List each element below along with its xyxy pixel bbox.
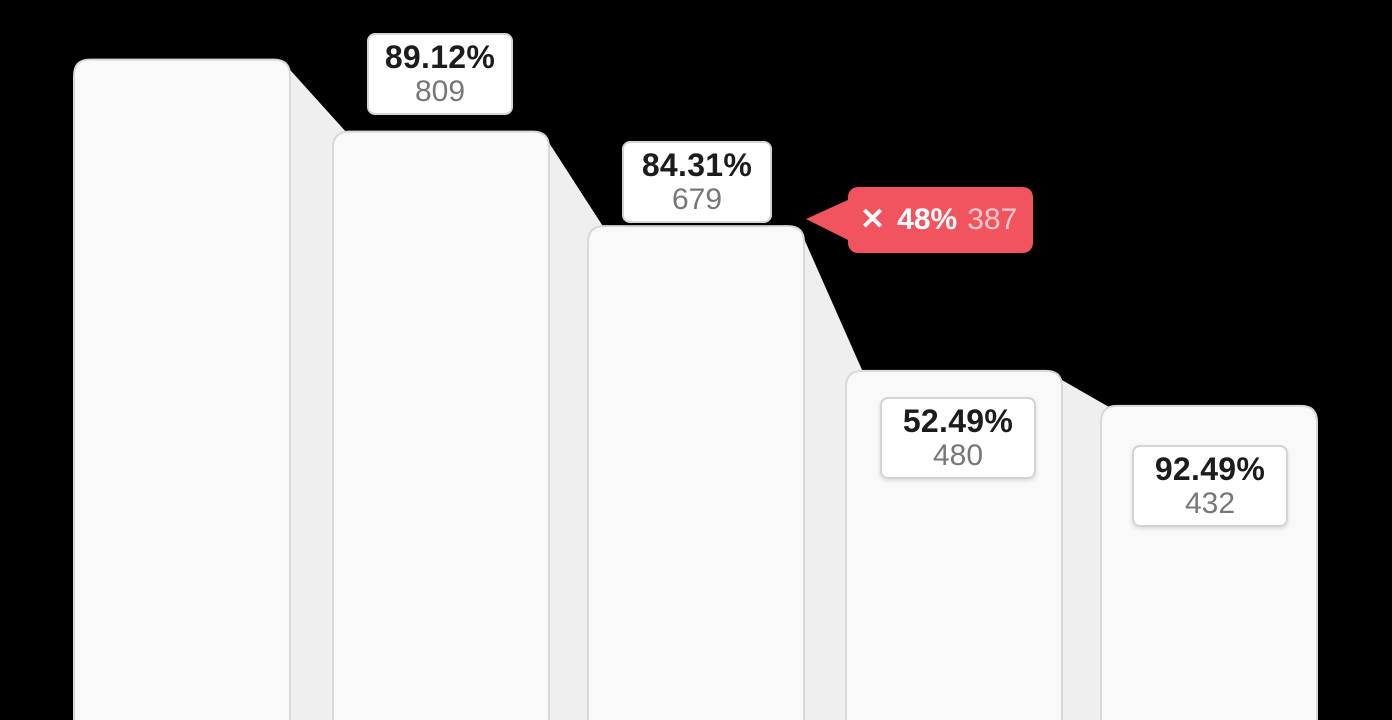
dropoff-pointer <box>806 199 850 241</box>
step-label-5: 92.49% 432 <box>1132 445 1288 527</box>
step-count-2: 809 <box>414 75 466 108</box>
step-label-4: 52.49% 480 <box>880 397 1036 479</box>
dropoff-count: 387 <box>967 203 1018 236</box>
dropoff-badge[interactable]: ✕ 48% 387 <box>848 187 1034 253</box>
dropoff-percent: 48% <box>897 203 958 236</box>
step-count-4: 480 <box>932 439 984 472</box>
funnel-bar-3[interactable] <box>587 225 805 720</box>
close-icon: ✕ <box>860 203 886 236</box>
step-conversion-4: 52.49% <box>902 403 1014 439</box>
step-label-2: 89.12% 809 <box>367 33 513 115</box>
step-label-3: 84.31% 679 <box>622 141 772 223</box>
step-conversion-3: 84.31% <box>641 147 753 183</box>
funnel-bar-1[interactable] <box>73 58 291 720</box>
funnel-bar-2[interactable] <box>332 130 550 720</box>
step-count-3: 679 <box>671 183 723 216</box>
step-count-5: 432 <box>1184 487 1236 520</box>
step-conversion-2: 89.12% <box>384 39 496 75</box>
step-conversion-5: 92.49% <box>1154 451 1266 487</box>
